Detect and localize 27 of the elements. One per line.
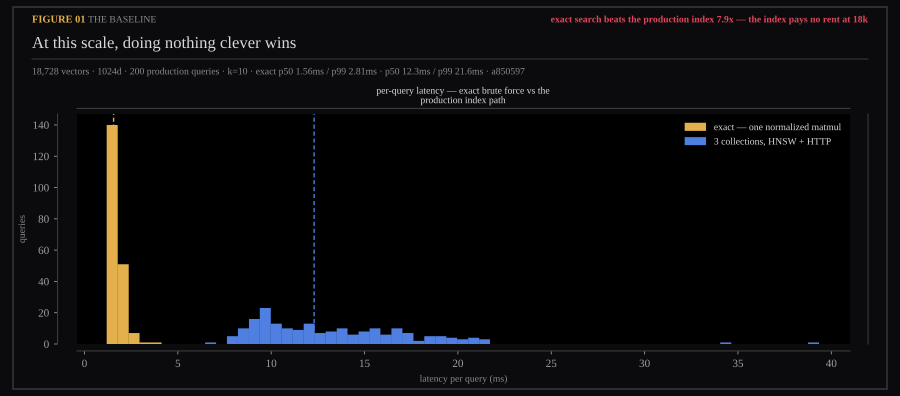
- x-tick-label: 15: [360, 360, 370, 368]
- x-tick-label: 25: [546, 360, 556, 368]
- x-tick-label: 40: [826, 360, 836, 368]
- y-tick-label: 120: [34, 152, 49, 160]
- caption: FIGURE 01: [32, 16, 85, 23]
- legend-label: exact — one normalized matmul: [714, 123, 842, 130]
- x-axis-title: latency per query (ms): [420, 374, 507, 384]
- x-tick-label: 35: [732, 360, 744, 368]
- x-tick-label: 30: [640, 360, 650, 368]
- y-tick-label: 140: [34, 121, 49, 129]
- x-tick-label: 5: [176, 360, 180, 368]
- legend-label: 3 collections, HNSW + HTTP: [714, 138, 831, 146]
- chart-title: At this scale, doing nothing clever wins: [32, 36, 296, 52]
- y-tick-label: 60: [38, 246, 49, 254]
- x-tick-label: 20: [452, 360, 464, 368]
- y-tick-label: 100: [34, 184, 49, 192]
- text: THE BASELINE: [88, 16, 156, 22]
- text: per-query latency — exact brute force vs the production index path: [376, 86, 550, 106]
- y-tick-label: 40: [38, 278, 49, 286]
- y-tick-label: 0: [44, 340, 49, 348]
- text: exact search beats the production index 7.9x — the index pays no rent at 18k: [550, 16, 868, 24]
- y-tick-label: 20: [38, 309, 49, 317]
- x-tick-label: 0: [82, 360, 87, 368]
- x-tick-label: 10: [266, 360, 276, 368]
- y-axis-title: queries: [18, 215, 27, 243]
- y-tick-label: 80: [38, 215, 49, 223]
- chart-subtitle: 18,728 vectors · 1024d · 200 production queries · k=10 · exact p50 1.56ms / p99 2.81ms · p50 12.3ms / p99 21.6ms · a850597: [32, 68, 525, 76]
